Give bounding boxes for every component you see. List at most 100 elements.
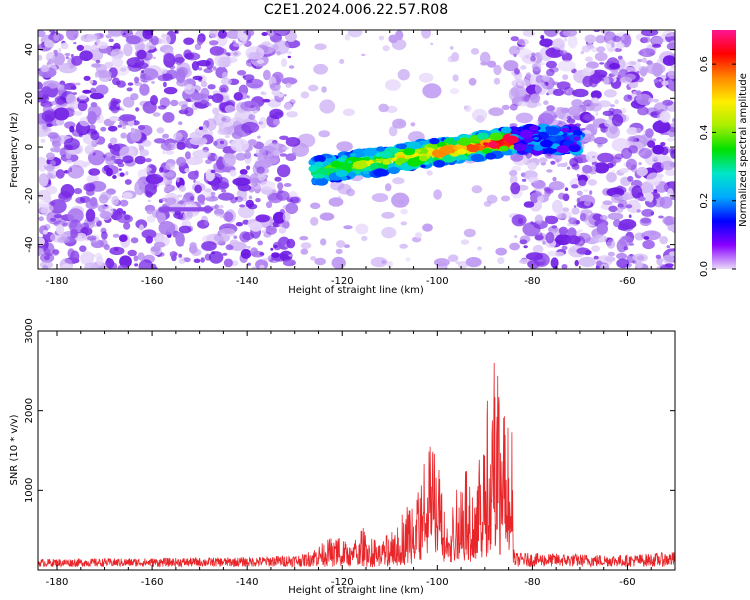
noise-blob xyxy=(283,102,293,111)
noise-blob xyxy=(87,111,97,125)
noise-blob xyxy=(580,50,585,55)
noise-blob xyxy=(522,30,531,35)
noise-blob xyxy=(105,258,115,269)
noise-blob xyxy=(48,58,54,66)
noise-blob xyxy=(108,38,114,43)
noise-blob xyxy=(261,230,266,233)
noise-blob xyxy=(113,158,124,165)
signal-blob xyxy=(388,166,400,175)
noise-blob xyxy=(38,237,45,247)
noise-blob xyxy=(355,223,369,235)
noise-blob xyxy=(636,166,648,177)
x-tick-label: -140 xyxy=(236,276,259,287)
noise-blob xyxy=(83,75,91,81)
noise-blob xyxy=(475,115,485,123)
noise-blob xyxy=(214,154,219,160)
noise-blob xyxy=(73,188,83,195)
signal-blob xyxy=(375,153,382,158)
noise-blob xyxy=(388,34,399,44)
noise-blob xyxy=(330,180,345,191)
noise-blob xyxy=(269,108,284,119)
noise-blob xyxy=(237,184,252,192)
noise-blob xyxy=(559,49,568,56)
noise-blob xyxy=(321,86,327,93)
noise-blob xyxy=(191,92,204,101)
noise-blob xyxy=(66,93,77,105)
noise-blob xyxy=(152,56,156,60)
noise-blob xyxy=(63,138,80,150)
noise-blob xyxy=(593,136,608,145)
noise-blob xyxy=(186,84,192,90)
noise-blob xyxy=(664,169,675,176)
noise-blob xyxy=(169,251,178,258)
noise-blob xyxy=(142,101,157,114)
snr-x-ticks: -180 -160 -140 -120 -100 -80 -60 xyxy=(46,331,676,588)
noise-blob xyxy=(514,235,518,239)
noise-blob xyxy=(160,68,168,74)
x-tick-label: -180 xyxy=(46,577,69,588)
noise-blob xyxy=(659,110,671,123)
noise-blob xyxy=(361,53,366,57)
noise-blob xyxy=(95,69,112,79)
noise-blob xyxy=(73,41,77,45)
noise-blob xyxy=(667,67,675,80)
noise-blob xyxy=(627,175,634,182)
noise-blob xyxy=(666,245,671,249)
noise-blob xyxy=(88,168,101,176)
noise-blob xyxy=(576,173,580,178)
noise-blob xyxy=(645,200,651,204)
noise-blob xyxy=(178,185,186,192)
noise-blob xyxy=(545,215,551,222)
noise-blob xyxy=(640,181,654,195)
noise-blob xyxy=(487,60,497,68)
noise-blob xyxy=(576,247,590,255)
noise-blob xyxy=(51,100,57,106)
noise-blob xyxy=(90,87,97,95)
noise-blob xyxy=(40,138,46,143)
noise-blob xyxy=(164,192,180,208)
noise-blob xyxy=(509,45,520,56)
noise-blob xyxy=(233,92,243,101)
noise-blob xyxy=(319,212,335,221)
noise-blob xyxy=(582,113,595,122)
noise-blob xyxy=(564,187,569,191)
noise-blob xyxy=(41,86,52,95)
noise-blob xyxy=(567,34,578,49)
snr-frame xyxy=(37,330,676,571)
noise-blob xyxy=(605,125,620,139)
noise-blob xyxy=(540,35,545,40)
noise-blob xyxy=(217,30,227,39)
noise-blob xyxy=(165,162,175,171)
noise-blob xyxy=(200,201,205,205)
noise-blob xyxy=(150,35,159,46)
noise-blob xyxy=(135,219,148,229)
noise-blob xyxy=(583,189,589,192)
noise-blob xyxy=(256,166,265,174)
noise-blob xyxy=(525,72,532,80)
signal-blob xyxy=(389,147,399,154)
noise-blob xyxy=(602,200,613,205)
noise-blob xyxy=(584,56,593,62)
noise-blob xyxy=(286,111,298,118)
noise-blob xyxy=(272,150,281,156)
noise-blob xyxy=(672,118,675,123)
noise-blob xyxy=(184,168,190,173)
noise-blob xyxy=(52,249,60,255)
noise-blob xyxy=(266,30,276,37)
noise-blob xyxy=(569,157,579,167)
noise-blob xyxy=(71,55,83,66)
noise-blob xyxy=(566,235,581,245)
noise-blob xyxy=(510,85,527,98)
noise-blob xyxy=(274,176,282,182)
noise-blob xyxy=(250,247,259,257)
signal-blob xyxy=(519,129,534,139)
noise-blob xyxy=(115,80,121,86)
noise-blob xyxy=(174,210,181,216)
y-tick-label: 20 xyxy=(24,92,35,105)
noise-blob xyxy=(566,118,576,124)
noise-blob xyxy=(568,217,578,225)
noise-blob xyxy=(558,121,563,125)
spectrogram-x-axis-label: Height of straight line (km) xyxy=(288,285,424,296)
noise-blob xyxy=(79,196,91,203)
noise-blob xyxy=(204,188,212,193)
